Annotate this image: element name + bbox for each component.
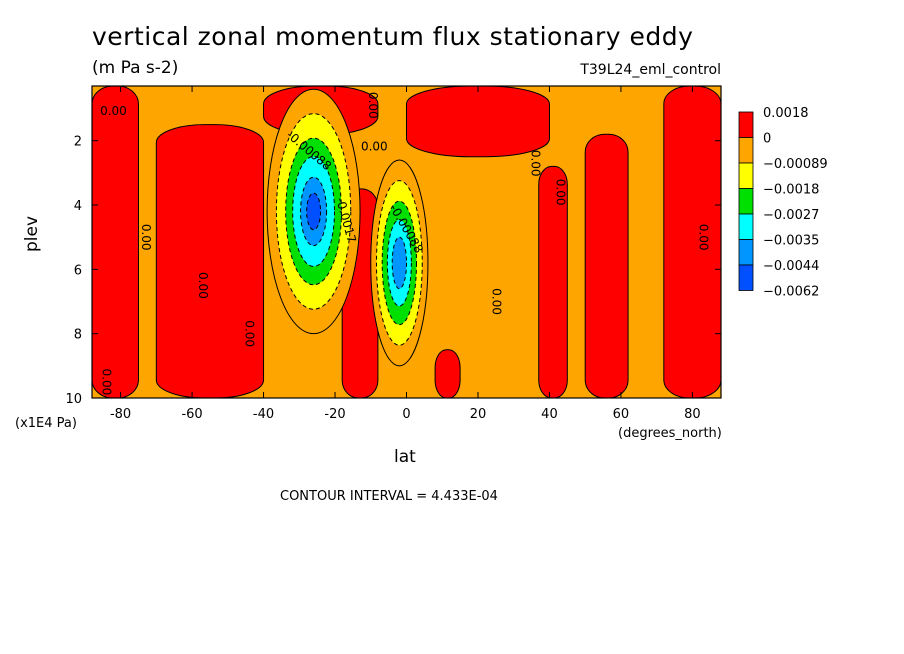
x-tick-label-1: -60 — [181, 407, 202, 422]
legend-label-2: −0.00089 — [763, 157, 828, 172]
y-tick-label-3: 8 — [74, 328, 82, 343]
y-axis-units: (x1E4 Pa) — [15, 416, 77, 431]
positive-region-7 — [584, 133, 629, 398]
contour-label-8: 0.00 — [489, 288, 503, 315]
negative-core-0-level-5 — [306, 192, 322, 231]
dataset-label: T39L24_eml_control — [580, 62, 721, 78]
contour-label-3: 0.00 — [100, 369, 114, 396]
legend-label-4: −0.0027 — [763, 208, 819, 223]
positive-region-6 — [538, 165, 568, 398]
contour-label-5: 0.00 — [196, 272, 210, 299]
contour-interval: CONTOUR INTERVAL = 4.433E-04 — [280, 489, 498, 504]
negative-core-1-level-4 — [391, 236, 407, 290]
y-tick-label-2: 6 — [74, 263, 82, 278]
legend-label-1: 0 — [763, 132, 771, 147]
chart-title: vertical zonal momentum flux stationary … — [92, 22, 694, 51]
y-tick-label-1: 4 — [74, 199, 82, 214]
x-axis-label: lat — [394, 447, 416, 467]
x-tick-label-2: -40 — [253, 407, 274, 422]
legend-label-3: −0.0018 — [763, 183, 819, 198]
contour-label-0: 0.00 — [100, 104, 127, 118]
legend-swatch-0 — [738, 111, 754, 138]
legend-swatch-3 — [738, 188, 754, 215]
y-tick-label-0: 2 — [74, 135, 82, 150]
x-tick-label-6: 40 — [541, 407, 558, 422]
legend-swatch-1 — [738, 137, 754, 164]
x-tick-label-4: 0 — [402, 407, 410, 422]
positive-region-0 — [92, 86, 139, 398]
contour-label-7: 0.00 — [529, 150, 543, 177]
x-axis-ticks: -80 -60 -40 -20 0 20 40 60 80 — [110, 86, 701, 422]
contour-label-6: 0.00 — [243, 320, 257, 347]
x-axis-units: (degrees_north) — [618, 426, 722, 441]
contour-label-2: 0.00 — [366, 92, 380, 119]
x-tick-label-3: -20 — [324, 407, 345, 422]
positive-region-1 — [155, 124, 265, 398]
positive-region-8 — [663, 86, 721, 398]
contour-label-4: 0.00 — [139, 224, 153, 251]
legend-swatch-5 — [738, 239, 754, 266]
color-legend: 0.0018 0 −0.00089 −0.0018 −0.0027 −0.0035 −0.0… — [738, 106, 828, 300]
legend-swatch-2 — [738, 162, 754, 189]
legend-swatch-4 — [738, 213, 754, 240]
legend-swatch-6 — [738, 264, 754, 291]
legend-label-7: −0.0062 — [763, 285, 819, 300]
y-axis-ticks: 2 4 6 8 10 — [65, 135, 721, 407]
x-tick-label-0: -80 — [110, 407, 131, 422]
legend-label-6: −0.0044 — [763, 259, 819, 274]
legend-label-0: 0.0018 — [763, 106, 809, 121]
x-tick-label-8: 80 — [684, 407, 701, 422]
legend-label-5: −0.0035 — [763, 234, 819, 249]
contour-label-1: 0.00 — [361, 139, 388, 153]
contour-label-10: 0.00 — [697, 224, 711, 251]
plot-area: 0.00 0.00 0.00 0.00 0.00 0.00 0.00 0.00 0.00 0.00… — [92, 86, 721, 398]
positive-region-5 — [434, 349, 461, 398]
contour-label-9: 0.00 — [554, 179, 568, 206]
y-tick-label-4: 10 — [65, 392, 82, 407]
x-tick-label-7: 60 — [613, 407, 630, 422]
positive-region-4 — [406, 86, 550, 158]
chart-units: (m Pa s-2) — [92, 58, 179, 78]
x-tick-label-5: 20 — [470, 407, 487, 422]
